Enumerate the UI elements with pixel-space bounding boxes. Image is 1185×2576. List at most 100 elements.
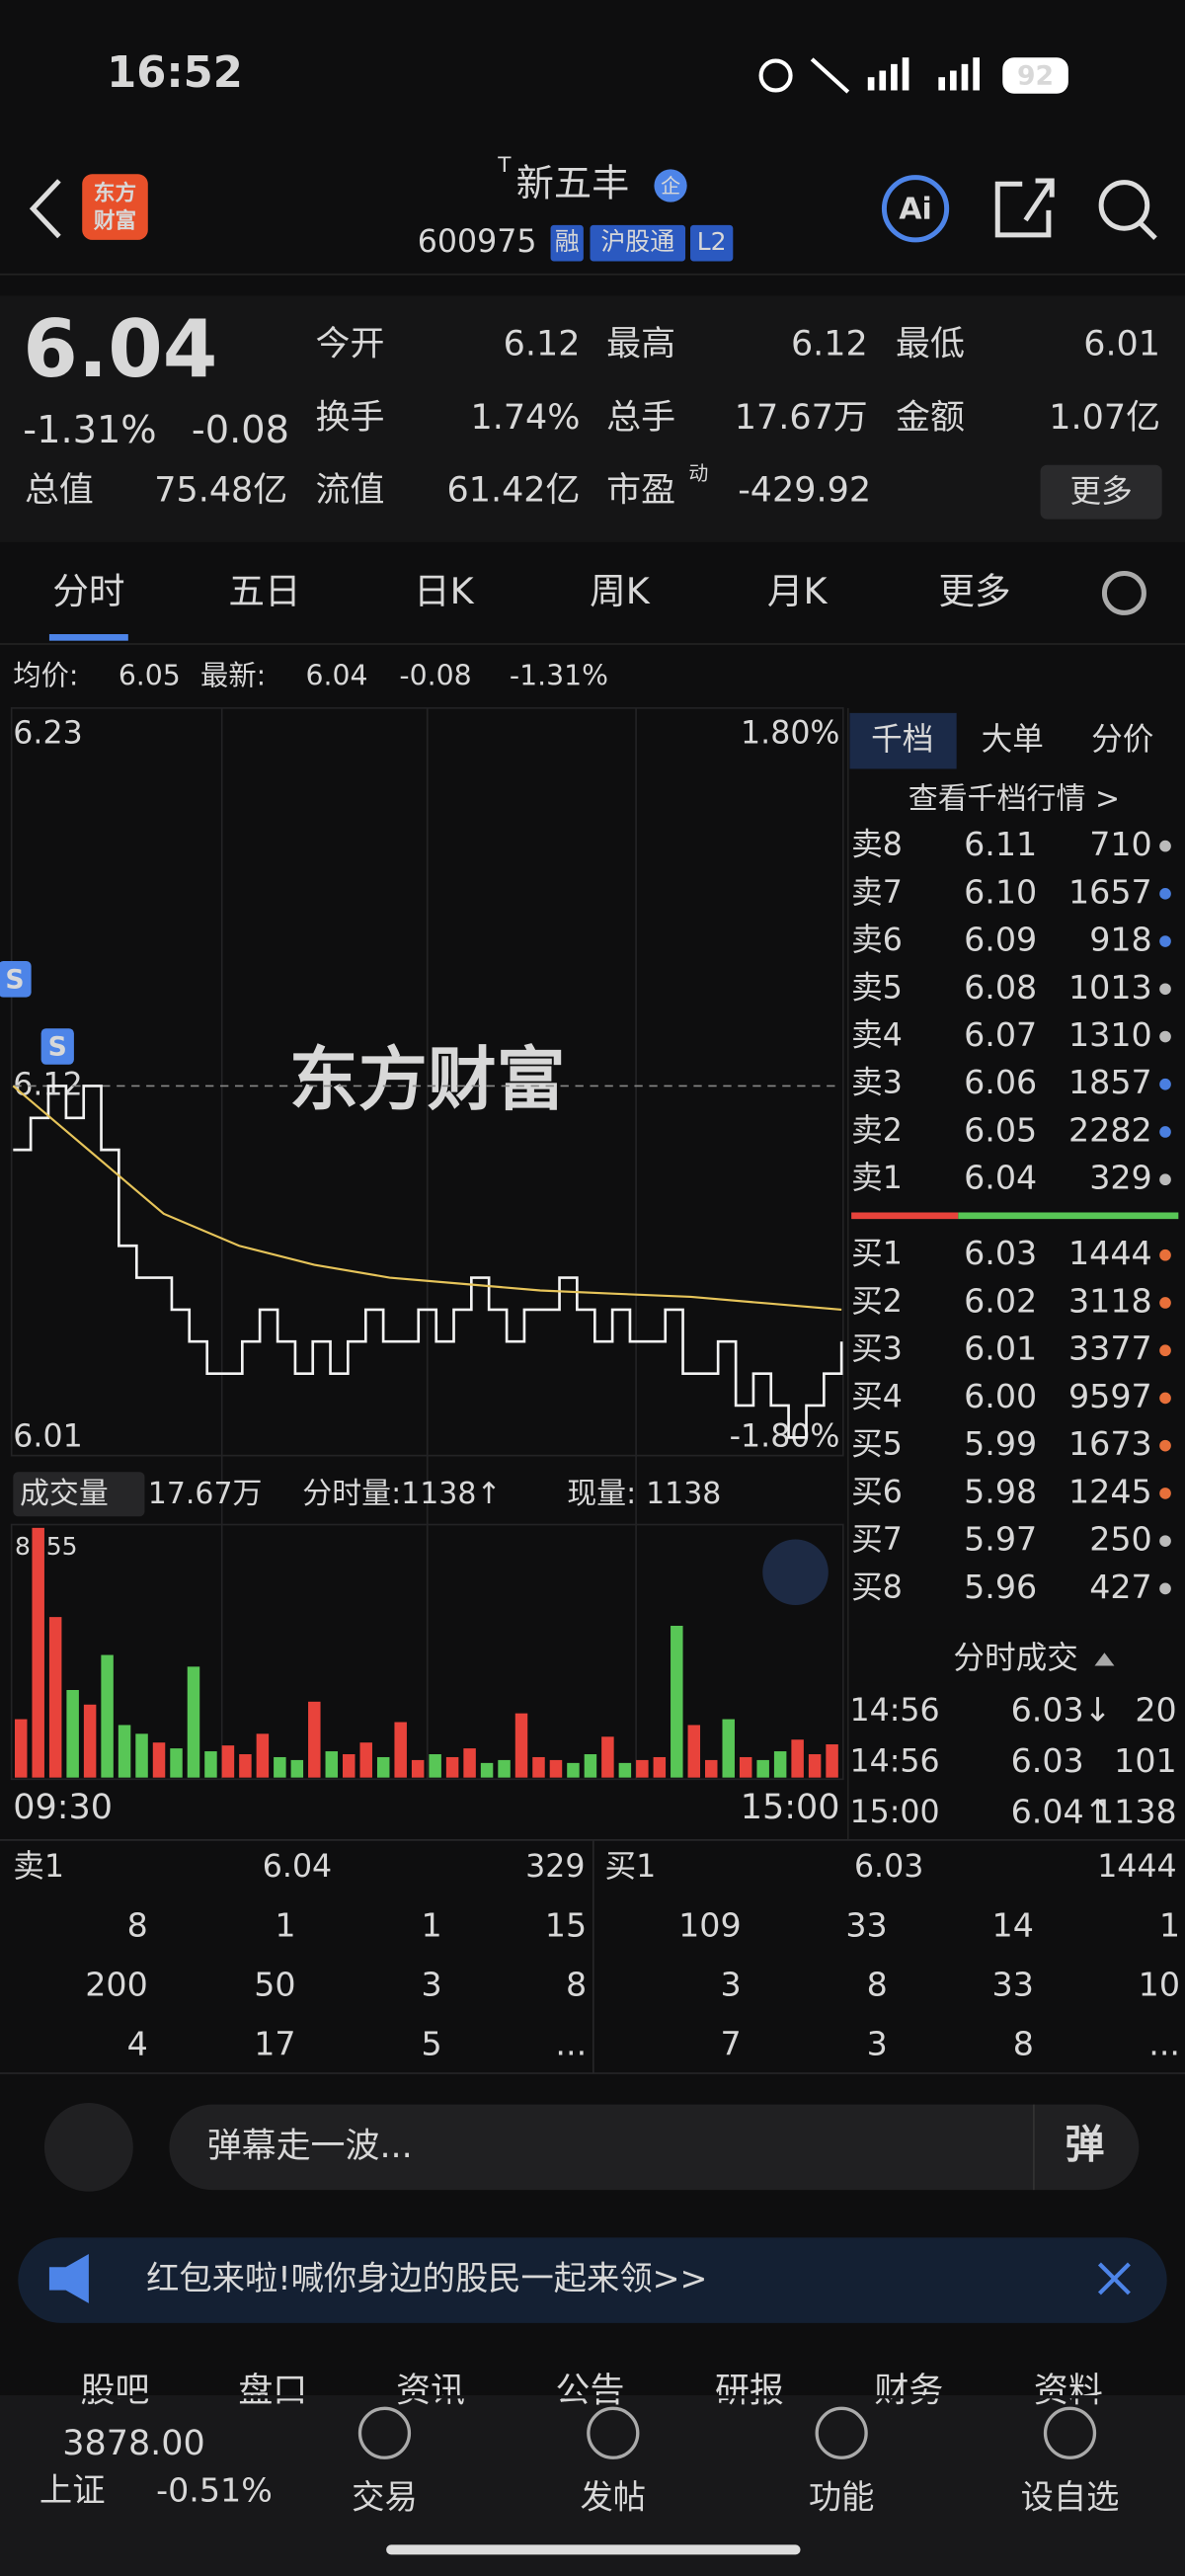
logo[interactable] (82, 174, 148, 240)
search-button[interactable] (1098, 180, 1157, 240)
book-tab-active[interactable] (849, 712, 957, 769)
book-vol: 427 (1089, 1568, 1152, 1606)
subtab[interactable]: 资料 (1034, 2372, 1103, 2411)
y-tick-label: 6.01 (13, 1418, 82, 1454)
tick-volume: 分时量:1138↑ (302, 1477, 501, 1511)
expand-button[interactable] (762, 1539, 829, 1606)
field-sup: 动 (688, 461, 708, 485)
subtab[interactable]: 盘口 (238, 2372, 307, 2411)
book-price: 6.05 (964, 1110, 1037, 1149)
queue-order: 17 (254, 2024, 295, 2062)
tab[interactable]: 更多 (938, 570, 1010, 612)
queue-order: 33 (992, 1965, 1034, 2003)
tab[interactable]: 周K (590, 570, 651, 612)
queue-order: 14 (992, 1906, 1034, 1945)
now-label: 现量: (567, 1477, 636, 1511)
field-label: 市盈 (606, 470, 675, 510)
volume-bar (773, 1751, 787, 1778)
queue-order: 33 (845, 1906, 887, 1945)
book-price: 6.07 (964, 1015, 1037, 1054)
nav-icon[interactable] (587, 2406, 640, 2459)
comment-icon[interactable] (43, 2102, 133, 2192)
book-tab[interactable]: 大单 (982, 722, 1044, 758)
banner-close[interactable] (1097, 2262, 1131, 2295)
book-tab[interactable]: 分价 (1091, 722, 1153, 758)
book-dot (1159, 1582, 1171, 1595)
book-label: 卖3 (851, 1066, 903, 1101)
book-label: 卖5 (851, 970, 903, 1006)
queue-vol: 329 (525, 1849, 585, 1885)
volume-bar (256, 1733, 270, 1778)
volume-bar (791, 1739, 804, 1778)
now-volume: 1138 (646, 1477, 721, 1511)
volume-bar (32, 1527, 44, 1778)
subtab[interactable]: 研报 (715, 2372, 784, 2411)
tag: 沪股通 (600, 227, 674, 256)
tab[interactable]: 分时 (52, 570, 124, 612)
book-label: 买6 (851, 1475, 903, 1510)
field-label: 最高 (606, 324, 675, 363)
queue-order: 8 (566, 1965, 587, 2003)
volume-bar (308, 1701, 321, 1778)
name-prefix: T (497, 153, 512, 178)
nav-item[interactable]: 发帖 (581, 2477, 647, 2516)
tab[interactable]: 五日 (228, 570, 300, 612)
subtab[interactable]: 财务 (874, 2372, 943, 2411)
book-label: 买8 (851, 1570, 903, 1605)
field-label: 流值 (316, 470, 385, 510)
nav-item[interactable]: 交易 (352, 2477, 418, 2516)
nav-item[interactable]: 功能 (809, 2477, 875, 2516)
volume-bar (83, 1704, 97, 1778)
trade-vol: 101 (1114, 1741, 1177, 1780)
nav-icon[interactable] (815, 2406, 868, 2459)
avg-line (12, 1085, 842, 1312)
volume-bar (618, 1762, 632, 1778)
trade-price: 6.03 (1011, 1741, 1084, 1780)
book-vol: 1310 (1068, 1015, 1152, 1054)
status-time: 16:52 (107, 48, 243, 98)
comment-input[interactable] (169, 2104, 1140, 2191)
badge-bg (654, 169, 687, 202)
tab[interactable]: 月K (767, 570, 829, 612)
volume-bar (826, 1744, 838, 1778)
more-button[interactable] (1040, 464, 1162, 520)
last-label: 最新: (200, 659, 266, 691)
book-dot (1159, 1030, 1171, 1043)
nav-item[interactable]: 设自选 (1021, 2477, 1120, 2516)
y2-tick-label: -1.80% (730, 1418, 840, 1454)
trade-price: 6.04↑ (1011, 1793, 1112, 1831)
banner[interactable] (18, 2237, 1167, 2323)
volume-bar (722, 1719, 735, 1778)
book-vol: 3377 (1068, 1329, 1152, 1368)
subtab[interactable]: 股吧 (81, 2372, 150, 2411)
subtab[interactable]: 公告 (556, 2372, 625, 2411)
index-name: 上证 (40, 2471, 106, 2510)
x-tick-label: 15:00 (741, 1788, 840, 1827)
volume-bar (601, 1736, 614, 1778)
volume-bar (170, 1748, 183, 1778)
book-dot (1159, 1488, 1171, 1499)
volume-bar (66, 1689, 79, 1778)
book-tab[interactable]: 千档 (871, 722, 933, 758)
ai-label: Ai (899, 192, 931, 226)
x-tick-label: 09:30 (13, 1788, 113, 1827)
trade-time: 14:56 (849, 1744, 939, 1780)
tag: L2 (697, 227, 727, 256)
tab[interactable]: 日K (414, 570, 475, 612)
queue-order: 1 (422, 1906, 442, 1945)
avg-value: 6.05 (118, 659, 181, 691)
back-button[interactable] (29, 179, 61, 239)
nav-icon[interactable] (1043, 2406, 1097, 2459)
ai-button[interactable] (881, 175, 950, 243)
field-label: 今开 (316, 324, 385, 363)
settings-button[interactable] (1101, 570, 1146, 615)
share-button[interactable] (994, 178, 1055, 238)
subtab[interactable]: 资讯 (396, 2372, 465, 2411)
queue-order: 7 (720, 2024, 741, 2062)
pct-change: -1.31% (23, 408, 156, 452)
book-price: 5.99 (964, 1424, 1037, 1463)
volume-bar (325, 1751, 339, 1778)
banner-text: 红包来啦!喊你身边的股民一起来领>> (146, 2259, 707, 2297)
nav-icon[interactable] (357, 2406, 412, 2459)
volume-select[interactable] (13, 1472, 145, 1517)
